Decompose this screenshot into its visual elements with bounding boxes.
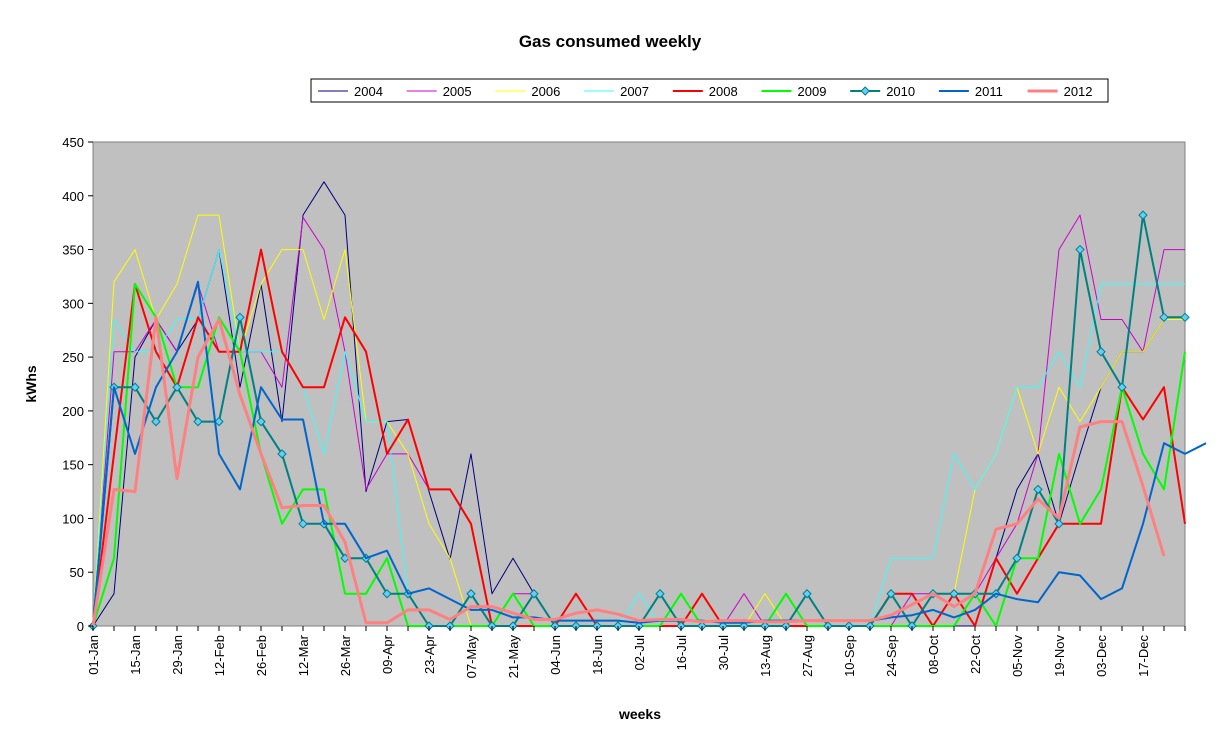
x-tick-label: 10-Sep (842, 635, 857, 677)
x-tick-label: 12-Feb (212, 635, 227, 676)
series-line-2012 (91, 315, 1166, 627)
x-tick-label: 21-May (506, 635, 521, 679)
legend-label-2009: 2009 (798, 84, 827, 99)
legend-label-2008: 2008 (709, 84, 738, 99)
y-tick-label: 250 (62, 350, 84, 365)
series-point-2010 (1159, 312, 1169, 323)
series-point-2010 (529, 589, 539, 599)
series-point-2010 (802, 589, 812, 599)
legend-label-2011: 2011 (975, 84, 1003, 99)
series-line-2011 (92, 280, 1207, 627)
y-tick-label: 350 (62, 243, 84, 258)
y-tick-label: 150 (62, 458, 84, 473)
x-tick-label: 30-Jul (716, 635, 731, 671)
chart-title: Gas consumed weekly (519, 32, 702, 51)
x-tick-label: 23-Apr (422, 634, 437, 674)
x-tick-label: 26-Feb (254, 635, 269, 676)
x-tick-label: 24-Sep (884, 635, 899, 677)
x-tick-label: 07-May (464, 635, 479, 679)
y-tick-label: 50 (70, 565, 84, 580)
series-line-2007 (92, 249, 1185, 627)
series-point-2010 (466, 589, 476, 599)
x-tick-label: 15-Jan (128, 635, 143, 675)
series-point-2010 (1033, 484, 1043, 495)
series-point-2010 (298, 519, 308, 529)
series-point-2010 (193, 416, 203, 427)
series-point-2010 (172, 382, 182, 392)
y-tick-label: 450 (62, 135, 84, 150)
x-tick-label: 09-Apr (380, 634, 395, 674)
x-tick-label: 29-Jan (170, 635, 185, 675)
series-point-2010 (886, 589, 896, 599)
series-point-2010 (235, 312, 245, 323)
series-point-2010 (1054, 519, 1064, 529)
axes-layer: 0 50 100 150 200 250 300 350 400 450 01-Jan 15-Jan 2… (62, 135, 1186, 679)
series-point-2010 (256, 416, 266, 427)
series-point-2010 (1180, 312, 1190, 323)
legend-label-2010: 2010 (886, 84, 915, 99)
x-tick-label: 01-Jan (86, 635, 101, 675)
x-tick-label: 03-Dec (1094, 635, 1109, 677)
legend-box (310, 78, 1109, 103)
x-tick-label: 08-Oct (926, 635, 941, 674)
series-point-2010 (382, 589, 392, 599)
y-tick-label: 0 (77, 619, 84, 634)
y-tick-label: 100 (62, 511, 84, 526)
series-point-2010 (1117, 382, 1127, 392)
series-point-2010 (949, 589, 959, 599)
series-point-2010 (130, 382, 140, 392)
legend-marker-2010 (860, 86, 870, 96)
legend-label-2005: 2005 (443, 84, 472, 99)
series-point-2010 (1138, 210, 1148, 220)
series-point-2010 (277, 449, 287, 459)
plot-area (92, 141, 1186, 627)
x-tick-label: 27-Aug (800, 635, 815, 677)
y-tick-label: 300 (62, 296, 84, 311)
legend-label-2004: 2004 (354, 84, 383, 99)
legend: 2004 2005 2006 2007 2008 2009 2010 2011 2012 (310, 78, 1109, 103)
x-tick-label: 26-Mar (338, 634, 353, 676)
series-point-2010 (151, 416, 161, 427)
y-tick-label: 400 (62, 189, 84, 204)
series-point-2010 (655, 589, 665, 599)
series-point-2010 (1012, 553, 1022, 563)
x-tick-label: 17-Dec (1136, 635, 1151, 677)
x-tick-label: 19-Nov (1052, 635, 1067, 677)
x-tick-label: 04-Jun (548, 635, 563, 675)
x-tick-label: 12-Mar (296, 634, 311, 676)
legend-label-2006: 2006 (531, 84, 560, 99)
y-axis-title: kWhs (23, 365, 39, 403)
x-axis-title: weeks (618, 706, 661, 722)
y-tick-label: 200 (62, 404, 84, 419)
series-point-2010 (1096, 347, 1106, 357)
legend-label-2012: 2012 (1064, 84, 1093, 99)
series-point-2010 (214, 416, 224, 427)
x-tick-label: 22-Oct (968, 635, 983, 674)
x-tick-label: 13-Aug (758, 635, 773, 677)
x-tick-label: 05-Nov (1010, 635, 1025, 677)
series-point-2010 (1075, 244, 1085, 255)
x-tick-label: 18-Jun (590, 635, 605, 675)
x-tick-label: 02-Jul (632, 635, 647, 671)
x-tick-label: 16-Jul (674, 635, 689, 671)
legend-label-2007: 2007 (620, 84, 649, 99)
